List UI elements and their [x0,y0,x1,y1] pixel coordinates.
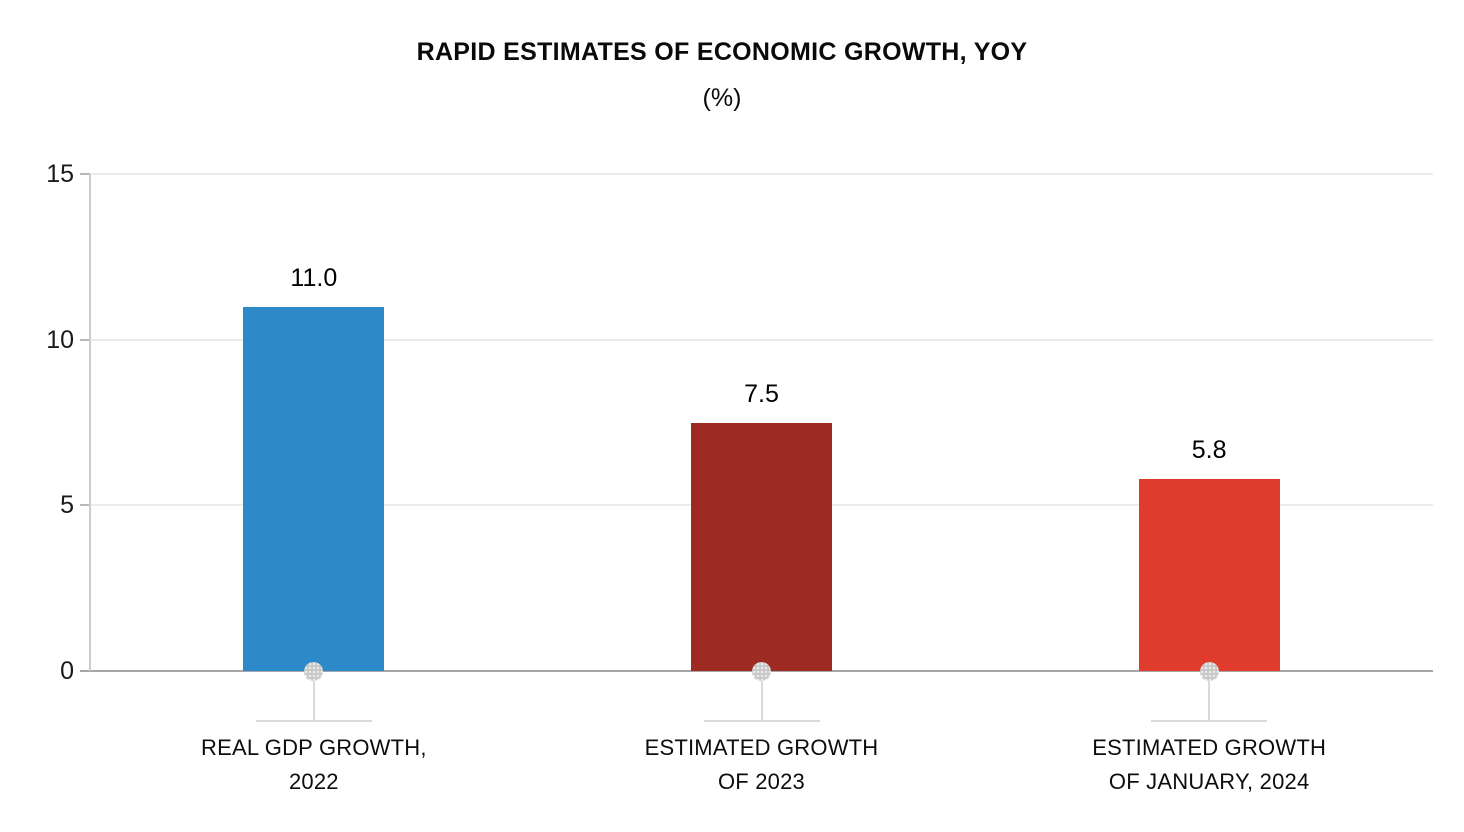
bar [243,306,385,671]
y-axis-line [89,174,91,671]
bar [1138,478,1280,671]
bar-value-label: 11.0 [290,263,338,292]
leader-stem-line [1208,672,1211,722]
axis-marker-dot [1199,661,1219,681]
gridline [90,173,1433,175]
category-label: REAL GDP GROWTH, 2022 [200,735,427,794]
category-label: ESTIMATED GROWTH OF JANUARY, 2024 [1092,735,1327,794]
y-tick-mark [80,338,90,341]
leader-stem-line [760,672,763,722]
y-tick-label: 0 [60,657,74,685]
leader-stem-line [312,672,315,722]
gridline [90,338,1433,341]
bar-value-label: 5.8 [1191,435,1227,464]
y-tick-label: 15 [46,160,74,188]
leader-crossbar-line [1151,720,1268,722]
y-tick-mark [80,173,90,175]
leader-crossbar-line [703,720,820,722]
bar-value-label: 7.5 [744,379,779,408]
chart-title: RAPID ESTIMATES OF ECONOMIC GROWTH, YOY [416,38,1028,66]
y-tick-label: 5 [60,491,74,520]
axis-marker-dot [752,661,771,681]
chart-subtitle: (%) [702,84,742,112]
axis-marker-dot [304,661,324,681]
leader-crossbar-line [255,720,372,722]
bar [691,422,832,671]
y-tick-label: 10 [46,325,74,354]
y-tick-mark [80,504,90,507]
category-label: ESTIMATED GROWTH OF 2023 [644,735,879,794]
